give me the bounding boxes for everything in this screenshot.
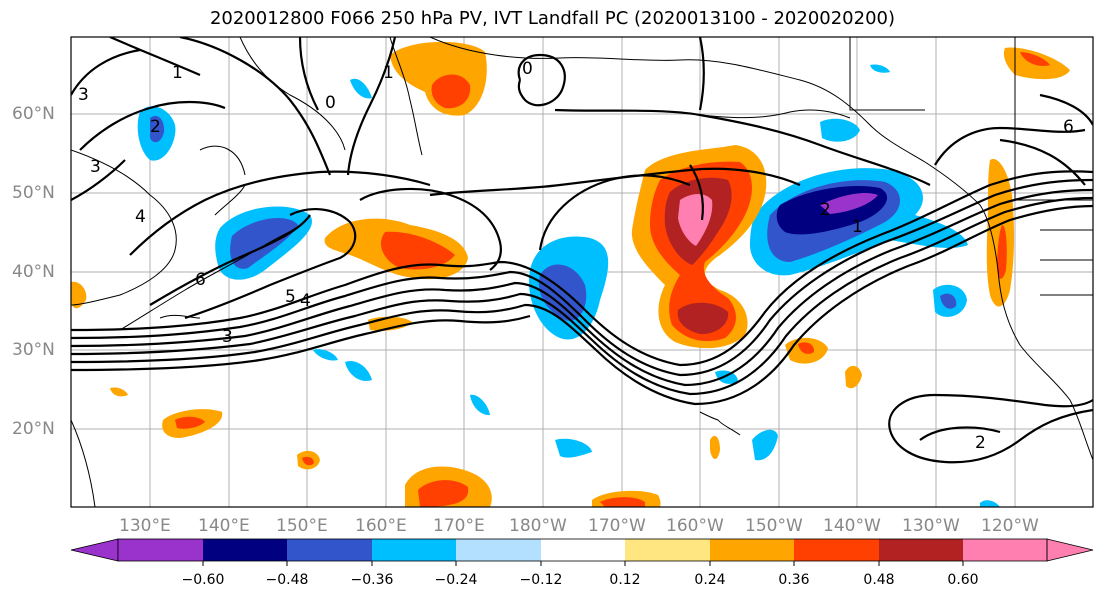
lat-label: 20°N: [12, 419, 55, 439]
lon-label: 180°W: [509, 516, 567, 536]
colorbar-segment: [879, 539, 963, 561]
contour-label: 6: [1063, 117, 1074, 137]
lon-label: 160°E: [355, 516, 407, 536]
lon-label: 140°W: [823, 516, 881, 536]
pv-contours: [71, 37, 1093, 464]
contour-label: 5: [285, 287, 296, 307]
map-title: 2020012800 F066 250 hPa PV, IVT Landfall…: [209, 8, 896, 29]
colorbar-segment: [963, 539, 1047, 561]
colorbar-tick-label: −0.24: [434, 572, 478, 588]
contour-label: 6: [195, 270, 206, 290]
contour-label: 1: [383, 63, 394, 83]
colorbar-segment: [456, 539, 541, 561]
lon-label: 150°W: [745, 516, 803, 536]
colorbar-segment: [710, 539, 794, 561]
colorbar-tick-label: −0.36: [350, 572, 394, 588]
contour-label: 3: [222, 327, 233, 347]
colorbar-tick-label: −0.12: [519, 572, 563, 588]
colorbar-tick-label: 0.24: [694, 572, 726, 588]
colorbar-tick-label: −0.48: [265, 572, 309, 588]
colorbar-extend-low: [70, 538, 119, 562]
lon-label: 170°E: [433, 516, 485, 536]
colorbar-segment: [118, 539, 203, 561]
lon-label: 140°E: [198, 516, 250, 536]
contour-label: 1: [852, 217, 863, 237]
colorbar: [70, 538, 1094, 566]
contour-label: 0: [325, 93, 336, 113]
lon-label: 150°E: [276, 516, 328, 536]
contour-label: 3: [78, 85, 89, 105]
contour-label: 1: [172, 63, 183, 83]
colorbar-segment: [372, 539, 456, 561]
contour-label: 4: [135, 207, 146, 227]
map-frame: [70, 36, 1094, 508]
lon-label: 160°W: [666, 516, 724, 536]
colorbar-tick-label: 0.36: [778, 572, 810, 588]
lon-label: 120°W: [981, 516, 1039, 536]
colorbar-segment: [625, 539, 710, 561]
lat-label: 60°N: [12, 104, 55, 124]
contour-label: 2: [820, 200, 831, 220]
lon-label: 170°W: [588, 516, 646, 536]
colorbar-tick-label: 0.48: [863, 572, 895, 588]
colorbar-segment: [794, 539, 879, 561]
colorbar-segment: [203, 539, 287, 561]
contour-label: 2: [975, 433, 986, 453]
contour-label: 0: [522, 59, 533, 79]
colorbar-extend-high: [1046, 538, 1094, 562]
lat-label: 40°N: [12, 262, 55, 282]
lat-label: 30°N: [12, 340, 55, 360]
colorbar-segment: [541, 539, 625, 561]
lon-label: 130°E: [119, 516, 171, 536]
colorbar-tick-label: −0.60: [181, 572, 225, 588]
contour-label: 4: [300, 291, 311, 311]
colorbar-tick-label: 0.12: [609, 572, 641, 588]
lon-label: 130°W: [902, 516, 960, 536]
colorbar-tick-label: 0.60: [947, 572, 979, 588]
contour-label: 3: [90, 157, 101, 177]
colorbar-segment: [287, 539, 372, 561]
lat-label: 50°N: [12, 183, 55, 203]
contour-label: 2: [150, 117, 161, 137]
